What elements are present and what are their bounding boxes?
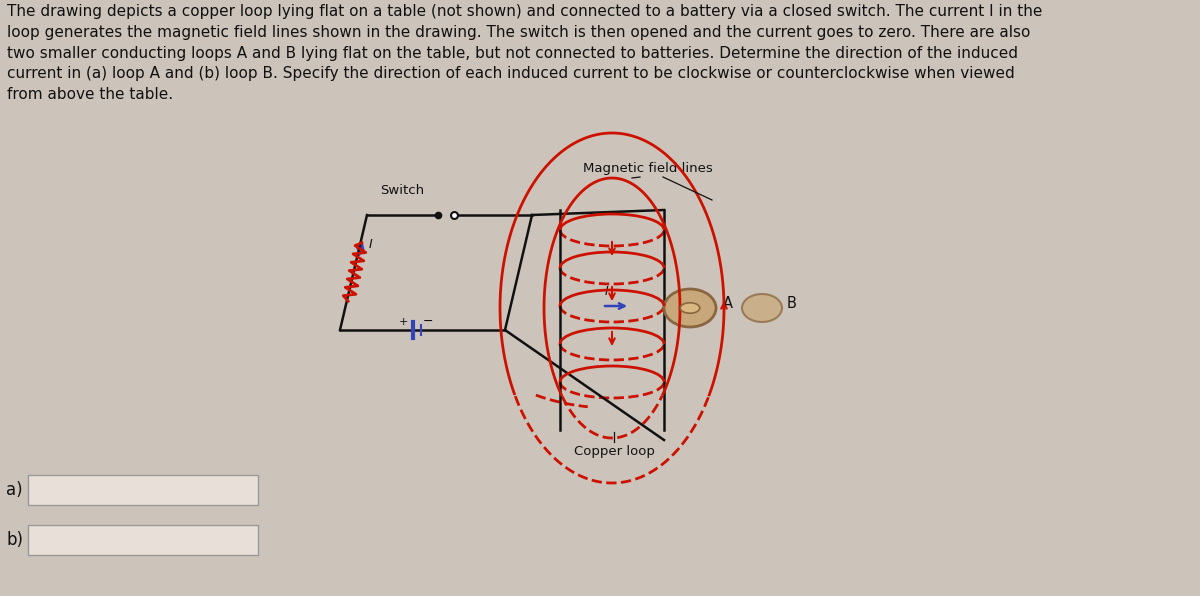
Text: B: B xyxy=(787,296,797,312)
Text: a): a) xyxy=(6,481,23,499)
FancyBboxPatch shape xyxy=(28,475,258,505)
Text: Switch: Switch xyxy=(380,184,424,197)
Text: b): b) xyxy=(6,531,23,549)
FancyBboxPatch shape xyxy=(28,525,258,555)
Text: The drawing depicts a copper loop lying flat on a table (not shown) and connecte: The drawing depicts a copper loop lying … xyxy=(7,4,1043,102)
Text: I: I xyxy=(368,238,373,251)
Text: A: A xyxy=(722,296,733,312)
Text: Magnetic field lines: Magnetic field lines xyxy=(583,162,713,175)
Ellipse shape xyxy=(742,294,782,322)
Text: Copper loop: Copper loop xyxy=(574,445,654,458)
Text: ∨: ∨ xyxy=(239,483,250,497)
Ellipse shape xyxy=(664,289,716,327)
Text: −: − xyxy=(422,315,433,328)
Text: +: + xyxy=(398,317,408,327)
Ellipse shape xyxy=(680,303,700,313)
Text: ∨: ∨ xyxy=(239,533,250,547)
Text: I: I xyxy=(605,285,608,298)
